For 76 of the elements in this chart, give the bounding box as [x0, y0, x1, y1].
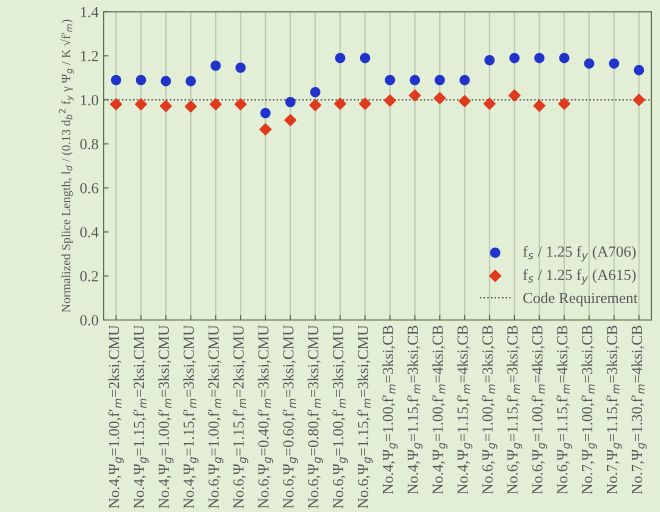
- point: [408, 89, 421, 102]
- point: [584, 58, 594, 69]
- y-tick-label: 0.8: [80, 139, 98, 150]
- x-tick-label: No.6,Ψ$_{g}$=1.00,f′$_{m}$=3ksi,CB: [482, 326, 498, 494]
- point: [534, 52, 545, 64]
- point: [632, 94, 646, 106]
- x-tick-label: No.7,Ψ$_{g}$=1.30,f′$_{m}$=4ksi,CB: [631, 326, 647, 494]
- point: [334, 98, 346, 110]
- x-tick-label: No.4,Ψ$_{g}$=1.00,f′$_{m}$=4ksi,CB: [432, 326, 448, 494]
- point: [508, 89, 521, 102]
- y-tick-label: 0.0: [80, 315, 98, 326]
- point: [134, 98, 148, 110]
- x-tick-label: No.4,Ψ$_{g}$=1.15,f′$_{m}$=3ksi,CMU: [182, 325, 198, 508]
- point: [285, 96, 296, 108]
- x-tick-label: No.4,Ψ$_{g}$=1.15,f′$_{m}$=3ksi,CB: [407, 326, 423, 494]
- point: [136, 74, 146, 86]
- point: [384, 94, 396, 107]
- legend-label: Code Requirement: [523, 292, 638, 306]
- text: Normalized Splice Length, l$_{d}$ / (0.13 d$_{b}$$^{2}$ f$_{y}$ γ Ψ$_{g}$ / K √f′$_{m}$): [58, 20, 74, 312]
- legend-label: f$_{s}$ / 1.25 f$_{y}$ (A706): [523, 246, 636, 262]
- y-tick-label: 0.4: [80, 227, 99, 238]
- x-tick-label: No.7,Ψ$_{g}$=1.15,f′$_{m}$=3ksi,CB: [606, 326, 622, 494]
- point: [483, 98, 496, 110]
- x-tick-label: No.6,Ψ$_{g}$=1.15,f′$_{m}$=3ksi,CMU: [357, 325, 373, 508]
- x-tick-label: No.6,Ψ$_{g}$=1.00,f′$_{m}$=4ksi,CB: [532, 326, 548, 494]
- point: [235, 62, 246, 73]
- point: [410, 74, 420, 86]
- x-tick-label: No.6,Ψ$_{g}$=0.40,f′$_{m}$=3ksi,CMU: [258, 325, 274, 508]
- point: [160, 76, 172, 86]
- point: [434, 92, 446, 104]
- point: [509, 52, 520, 64]
- point: [110, 98, 122, 110]
- point: [634, 64, 644, 76]
- point: [558, 98, 570, 110]
- point: [358, 98, 372, 110]
- point: [110, 74, 122, 86]
- point: [284, 114, 296, 126]
- point: [160, 100, 172, 112]
- x-tick-label: No.6,Ψ$_{g}$=1.00,f′$_{m}$=2ksi,CMU: [208, 325, 224, 508]
- point: [559, 52, 570, 64]
- y-tick-label: 1.4: [81, 6, 99, 18]
- point: [334, 52, 346, 64]
- x-tick-label: No.4,Ψ$_{g}$=1.00,f′$_{m}$=3ksi,CMU: [158, 325, 174, 508]
- x-tick-label: No.6,Ψ$_{g}$=1.15,f′$_{m}$=4ksi,CB: [556, 326, 572, 494]
- point: [260, 108, 271, 118]
- x-tick-label: No.6,Ψ$_{g}$=1.15,f′$_{m}$=2ksi,CMU: [232, 325, 248, 508]
- point: [533, 100, 546, 112]
- x-tick-label: No.4,Ψ$_{g}$=1.15,f′$_{m}$=4ksi,CB: [456, 326, 472, 494]
- x-tick-label: No.4,Ψ$_{g}$=1.15,f′$_{m}$=2ksi,CMU: [133, 325, 149, 508]
- point: [360, 52, 370, 64]
- y-tick-label: 0.2: [80, 271, 98, 282]
- x-tick-label: No.6,Ψ$_{g}$=1.00,f′$_{m}$=3ksi,CMU: [332, 325, 348, 508]
- y-tick-label: 1.2: [81, 50, 98, 62]
- x-tick-label: No.7,Ψ$_{g}$=1.00,f′$_{m}$=3ksi,CB: [581, 326, 597, 494]
- point: [186, 76, 196, 86]
- x-tick-label: No.6,Ψ$_{g}$=0.60,f′$_{m}$=3ksi,CMU: [282, 325, 298, 508]
- point: [608, 58, 620, 69]
- point: [210, 98, 222, 110]
- x-tick-label: No.4,Ψ$_{g}$=1.00,f′$_{m}$=2ksi,CMU: [108, 325, 124, 508]
- point: [458, 95, 471, 108]
- point: [434, 74, 445, 86]
- point: [309, 99, 322, 112]
- point: [234, 98, 247, 110]
- point: [310, 86, 320, 98]
- point: [384, 74, 396, 86]
- y-tick-label: 0.6: [80, 183, 98, 194]
- point: [210, 60, 221, 71]
- point: [259, 123, 272, 136]
- point: [484, 55, 495, 66]
- x-tick-label: No.4,Ψ$_{g}$=1.00,f′$_{m}$=3ksi,CB: [382, 326, 398, 494]
- point: [184, 100, 197, 113]
- legend-label: f$_{s}$ / 1.25 f$_{y}$ (A615): [523, 269, 636, 285]
- y-tick-label: 1.0: [81, 94, 98, 106]
- x-tick-label: No.6,Ψ$_{g}$=0.80,f′$_{m}$=3ksi,CMU: [307, 325, 323, 508]
- point: [459, 74, 470, 86]
- x-tick-label: No.6,Ψ$_{g}$=1.15,f′$_{m}$=3ksi,CB: [506, 326, 522, 494]
